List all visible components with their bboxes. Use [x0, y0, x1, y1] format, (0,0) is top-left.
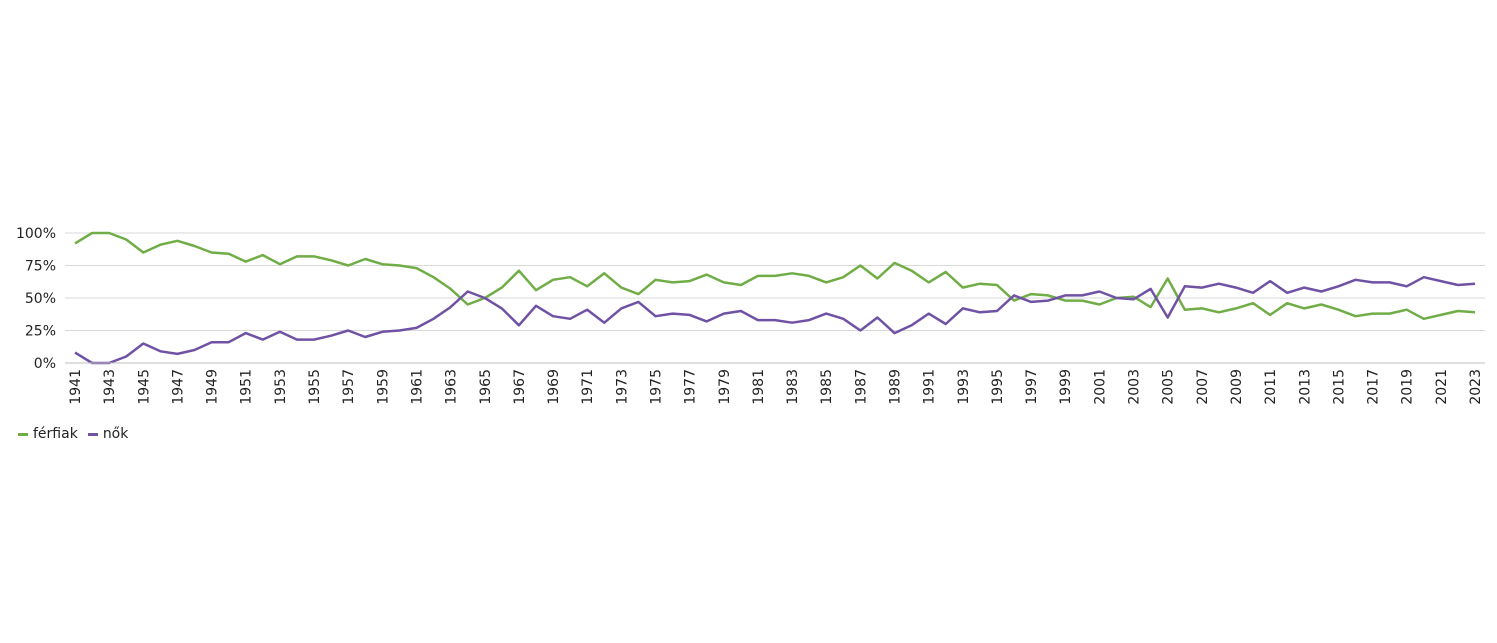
- series-line-nok: [74, 275, 1476, 365]
- x-tick-label: 1975: [648, 369, 664, 405]
- x-tick-label: 1999: [1058, 369, 1074, 405]
- x-tick-label: 2005: [1161, 369, 1177, 405]
- x-tick-label: 2003: [1127, 369, 1143, 405]
- x-tick-label: 2001: [1092, 369, 1108, 405]
- x-tick-label: 1959: [375, 369, 391, 405]
- x-axis-tick-labels: 1941 1943 1945 1947 1949 1951 1953 1955 1957 1959…: [68, 369, 1484, 405]
- legend-label-ferfiak: férfiak: [33, 426, 78, 442]
- x-tick-label: 2011: [1263, 369, 1279, 405]
- x-tick-label: 1969: [546, 369, 562, 405]
- legend-swatch-nok: [87, 432, 98, 436]
- x-tick-label: 2019: [1400, 369, 1416, 405]
- x-tick-label: 1983: [785, 369, 801, 405]
- x-tick-label: 1993: [956, 369, 972, 405]
- x-tick-label: 1989: [888, 369, 904, 405]
- x-tick-label: 1961: [409, 369, 425, 405]
- x-tick-label: 2009: [1229, 369, 1245, 405]
- series-line-ferfiak: [74, 231, 1476, 321]
- x-tick-label: 2023: [1468, 369, 1484, 405]
- x-tick-label: 2021: [1434, 369, 1450, 405]
- x-tick-label: 2017: [1366, 369, 1382, 405]
- x-tick-label: 1941: [68, 369, 84, 405]
- x-tick-label: 1943: [102, 369, 118, 405]
- x-tick-label: 1977: [683, 369, 699, 405]
- series-lines: [74, 231, 1476, 365]
- gridlines: [65, 232, 1485, 331]
- x-tick-label: 1979: [717, 369, 733, 405]
- x-tick-label: 1963: [444, 369, 460, 405]
- x-tick-label: 2007: [1195, 369, 1211, 405]
- x-tick-label: 1949: [205, 369, 221, 405]
- legend-item-nok: nők: [87, 426, 129, 442]
- y-tick-label: 75%: [25, 259, 56, 275]
- x-tick-label: 1991: [922, 369, 938, 405]
- x-tick-label: 1955: [307, 369, 323, 405]
- legend: férfiak nők: [18, 426, 138, 442]
- x-tick-label: 2013: [1297, 369, 1313, 405]
- x-tick-label: 1987: [853, 369, 869, 405]
- x-tick-label: 1945: [136, 369, 152, 405]
- x-tick-label: 1953: [273, 369, 289, 405]
- y-tick-label: 100%: [16, 226, 56, 242]
- x-tick-label: 1957: [341, 369, 357, 405]
- x-tick-label: 1985: [819, 369, 835, 405]
- y-tick-label: 50%: [25, 291, 56, 307]
- y-tick-label: 25%: [25, 324, 56, 340]
- y-tick-label: 0%: [34, 356, 56, 372]
- legend-label-nok: nők: [102, 426, 129, 442]
- y-axis-tick-labels: 0% 25% 50% 75% 100%: [16, 226, 56, 372]
- x-tick-label: 1995: [990, 369, 1006, 405]
- x-tick-label: 1951: [239, 369, 255, 405]
- x-tick-label: 1967: [512, 369, 528, 405]
- x-tick-label: 1971: [580, 369, 596, 405]
- legend-item-ferfiak: férfiak: [18, 426, 78, 442]
- x-tick-label: 1965: [478, 369, 494, 405]
- x-tick-label: 2015: [1331, 369, 1347, 405]
- x-tick-label: 1947: [170, 369, 186, 405]
- legend-swatch-ferfiak: [18, 432, 28, 436]
- x-tick-label: 1973: [614, 369, 630, 405]
- x-tick-label: 1997: [1024, 369, 1040, 405]
- x-tick-label: 1981: [751, 369, 767, 405]
